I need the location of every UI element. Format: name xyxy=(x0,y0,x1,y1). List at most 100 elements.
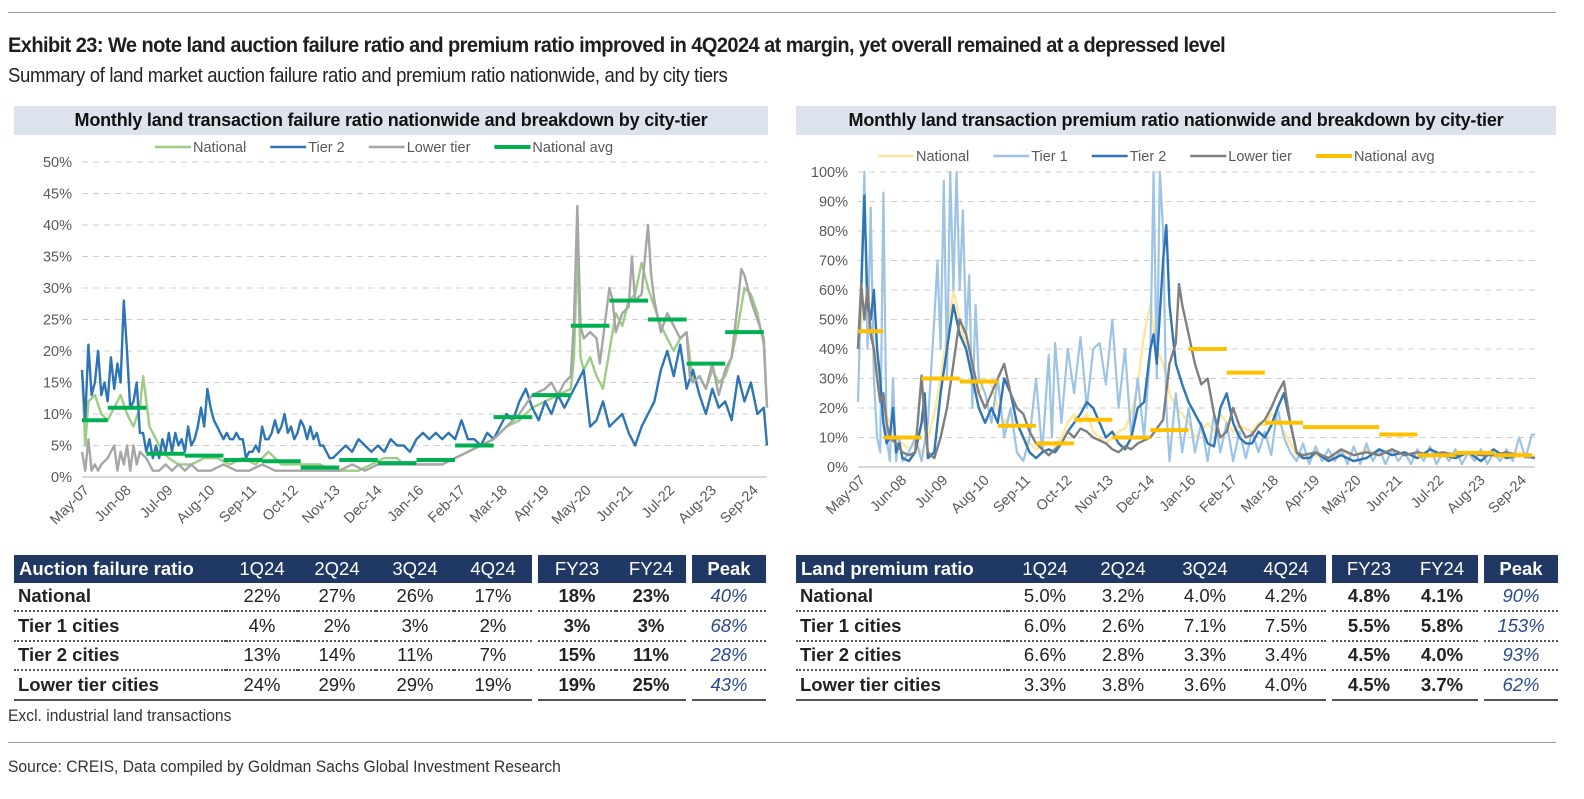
quarter-value: 3.6% xyxy=(1164,670,1246,701)
quarter-value: 7% xyxy=(454,640,532,671)
column-header: 1Q24 xyxy=(226,555,298,583)
quarter-value: 14% xyxy=(298,640,376,671)
quarter-value: 3% xyxy=(376,611,454,642)
column-gap xyxy=(686,670,692,700)
x-tick-label: Jul-09 xyxy=(137,483,176,522)
y-tick-label: 30% xyxy=(43,281,72,297)
fy-value: 15% xyxy=(538,640,616,671)
y-tick-label: 15% xyxy=(43,376,72,392)
column-gap xyxy=(1326,640,1332,670)
x-tick-label: May-20 xyxy=(1319,473,1365,519)
column-header: FY23 xyxy=(538,555,616,583)
legend-item-national: National xyxy=(155,140,246,156)
x-tick-label: Nov-13 xyxy=(299,483,343,527)
row-label: Tier 1 cities xyxy=(796,611,1008,642)
peak-value: 43% xyxy=(692,670,766,701)
quarter-value: 4.2% xyxy=(1246,582,1326,612)
legend-item-national: National xyxy=(878,149,969,165)
quarter-value: 4.0% xyxy=(1164,582,1246,612)
exhibit-subtitle: Summary of land market auction failure r… xyxy=(8,65,728,87)
quarter-value: 2.8% xyxy=(1082,640,1164,671)
column-gap xyxy=(1478,670,1484,700)
y-tick-label: 60% xyxy=(819,283,848,299)
legend-label: National avg xyxy=(1354,149,1435,165)
peak-value: 28% xyxy=(692,640,766,671)
quarter-value: 3.8% xyxy=(1082,670,1164,701)
row-label: Tier 1 cities xyxy=(14,611,226,642)
quarter-value: 29% xyxy=(376,670,454,701)
row-label: Lower tier cities xyxy=(14,670,226,701)
fy-value: 4.1% xyxy=(1406,582,1478,612)
column-header: FY24 xyxy=(1406,555,1478,583)
column-gap xyxy=(532,582,538,611)
column-header: 3Q24 xyxy=(1164,555,1246,583)
y-tick-label: 5% xyxy=(51,439,72,455)
fy-value: 5.5% xyxy=(1332,611,1406,642)
column-gap xyxy=(686,555,692,583)
x-tick-label: Jan-16 xyxy=(385,483,428,526)
legend-label: Lower tier xyxy=(1228,149,1292,165)
column-header: 2Q24 xyxy=(298,555,376,583)
y-tick-label: 35% xyxy=(43,250,72,266)
quarter-value: 6.0% xyxy=(1008,611,1082,642)
table-row: Tier 2 cities 13% 14% 11% 7% 15% 11% 28% xyxy=(14,640,766,671)
y-tick-label: 100% xyxy=(811,165,848,181)
premium-ratio-chart: 0%10%20%30%40%50%60%70%80%90%100%May-07J… xyxy=(811,149,1536,519)
legend-item-national-avg: National avg xyxy=(494,140,613,156)
x-tick-label: Mar-18 xyxy=(467,483,511,527)
series-line-lower-tier xyxy=(80,204,769,472)
peak-value: 153% xyxy=(1484,611,1558,642)
x-tick-label: Sep-11 xyxy=(216,483,260,527)
x-tick-label: Jul-22 xyxy=(1408,473,1447,512)
quarter-value: 3.3% xyxy=(1008,670,1082,701)
column-header: 4Q24 xyxy=(454,555,532,583)
x-tick-label: Feb-17 xyxy=(1197,473,1241,517)
x-tick-label: Oct-12 xyxy=(260,483,302,525)
x-tick-label: Jul-22 xyxy=(639,483,678,522)
x-tick-label: Jul-09 xyxy=(912,473,951,512)
quarter-value: 11% xyxy=(376,640,454,671)
land-premium-table: Land premium ratio 1Q24 2Q24 3Q24 4Q24 FY23 FY… xyxy=(796,555,1558,701)
x-tick-label: Sep-11 xyxy=(990,473,1034,517)
fy-value: 4.5% xyxy=(1332,640,1406,671)
fy-value: 3.7% xyxy=(1406,670,1478,701)
left-chart-title: Monthly land transaction failure ratio n… xyxy=(14,106,768,135)
y-tick-label: 50% xyxy=(43,155,72,171)
y-tick-label: 45% xyxy=(43,187,72,203)
peak-value: 68% xyxy=(692,611,766,642)
column-gap xyxy=(532,670,538,700)
quarter-value: 13% xyxy=(226,640,298,671)
table-header-row: Auction failure ratio 1Q24 2Q24 3Q24 4Q24 FY2… xyxy=(14,555,766,583)
series-line-lower-tier xyxy=(856,282,1536,460)
x-tick-label: Jun-21 xyxy=(594,483,637,526)
column-header: Peak xyxy=(1484,555,1558,583)
footnote: Excl. industrial land transactions xyxy=(8,706,232,725)
column-gap xyxy=(1326,611,1332,641)
legend-item-lower-tier: Lower tier xyxy=(1190,149,1292,165)
legend-item-national-avg: National avg xyxy=(1315,149,1435,165)
quarter-value: 7.5% xyxy=(1246,611,1326,642)
quarter-value: 2.6% xyxy=(1082,611,1164,642)
peak-value: 40% xyxy=(692,582,766,612)
x-tick-label: Dec-14 xyxy=(1114,473,1158,517)
y-tick-label: 20% xyxy=(43,344,72,360)
quarter-value: 4.0% xyxy=(1246,670,1326,701)
quarter-value: 2% xyxy=(454,611,532,642)
quarter-value: 6.6% xyxy=(1008,640,1082,671)
legend-label: Tier 2 xyxy=(1130,149,1167,165)
quarter-value: 4% xyxy=(226,611,298,642)
column-gap xyxy=(1326,555,1332,583)
column-gap xyxy=(1326,670,1332,700)
column-gap xyxy=(1478,640,1484,670)
fy-value: 23% xyxy=(616,582,686,612)
exhibit-title: Exhibit 23: We note land auction failure… xyxy=(8,33,1226,57)
table-row: National 22% 27% 26% 17% 18% 23% 40% xyxy=(14,582,766,612)
column-gap xyxy=(532,640,538,670)
x-tick-label: Jun-08 xyxy=(92,483,135,526)
bottom-rule xyxy=(8,742,1556,743)
x-tick-label: Aug-23 xyxy=(1444,473,1488,517)
legend-label: Tier 2 xyxy=(308,140,345,156)
table-header-label: Land premium ratio xyxy=(796,555,1008,583)
x-tick-label: Sep-24 xyxy=(717,483,761,527)
column-gap xyxy=(686,640,692,670)
